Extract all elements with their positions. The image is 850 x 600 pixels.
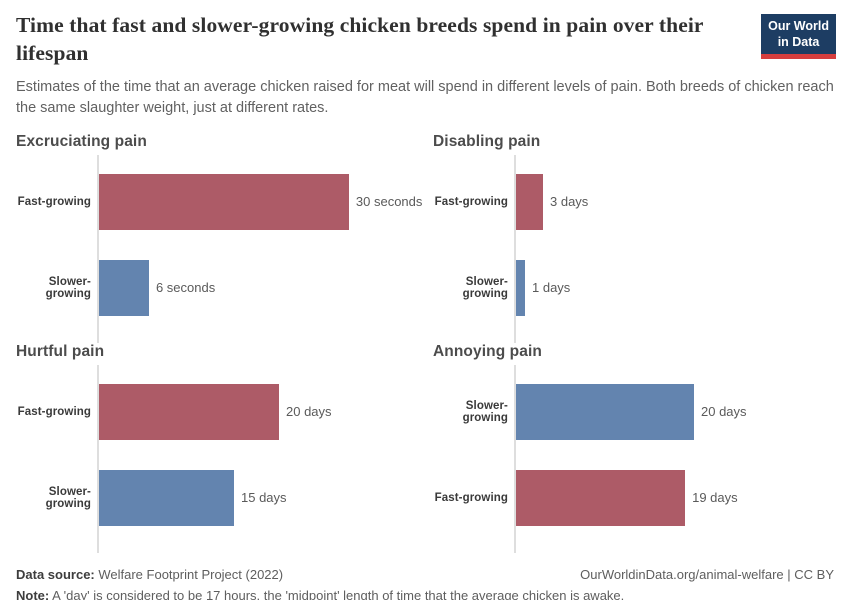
panel-title: Disabling pain: [433, 132, 541, 150]
value-label: 1 days: [532, 280, 571, 296]
panel-title: Annoying pain: [433, 342, 542, 360]
bar-fast-growing[interactable]: [516, 469, 686, 526]
bar-slower-growing[interactable]: [99, 469, 234, 526]
facet-grid: Excruciating pain Fast-growing 30 second…: [0, 119, 850, 553]
note-value: A 'day' is considered to be 17 hours, th…: [49, 587, 625, 600]
bar-row: Slower-growing 20 days: [433, 369, 850, 455]
category-label: Fast-growing: [17, 405, 91, 418]
bar-fast-growing[interactable]: [516, 173, 543, 230]
footer-source-line: Data source: Welfare Footprint Project (…: [16, 567, 834, 582]
chart-subtitle: Estimates of the time that an average ch…: [16, 78, 834, 116]
panel-plot: Fast-growing 30 seconds Slower-growing 6…: [16, 154, 433, 343]
category-label: Fast-growing: [17, 195, 91, 208]
data-source-text: Data source: Welfare Footprint Project (…: [16, 567, 283, 582]
bar-row: Fast-growing 19 days: [433, 455, 850, 541]
panel-plot: Fast-growing 3 days Slower-growing 1 day…: [433, 154, 850, 343]
bar-row: Slower-growing 15 days: [16, 455, 433, 541]
bar-row: Slower-growing 6 seconds: [16, 245, 433, 331]
bar-row: Fast-growing 30 seconds: [16, 159, 433, 245]
panel-hurtful-pain: Hurtful pain Fast-growing 20 days Slower…: [16, 335, 433, 553]
y-axis-line: [514, 154, 516, 343]
category-label: Slower-growing: [462, 275, 508, 300]
bar-row: Fast-growing 20 days: [16, 369, 433, 455]
bar-slower-growing[interactable]: [516, 383, 694, 440]
bar-fast-growing[interactable]: [99, 383, 279, 440]
owid-url-link[interactable]: OurWorldinData.org/animal-welfare | CC B…: [580, 566, 834, 582]
panel-title: Excruciating pain: [16, 132, 147, 150]
panel-excruciating-pain: Excruciating pain Fast-growing 30 second…: [16, 125, 433, 343]
category-label: Slower-growing: [45, 275, 91, 300]
category-label: Slower-growing: [45, 485, 91, 510]
value-label: 20 days: [286, 404, 332, 420]
bar-slower-growing[interactable]: [99, 259, 149, 316]
bar-row: Slower-growing 1 days: [433, 245, 850, 331]
value-label: 6 seconds: [155, 280, 216, 296]
data-source-label: Data source:: [16, 566, 95, 582]
panel-plot: Slower-growing 20 days Fast-growing 19 d…: [433, 364, 850, 553]
y-axis-line: [514, 364, 516, 553]
value-label: 20 days: [701, 404, 747, 420]
owid-logo-line1: Our World: [768, 19, 829, 33]
data-source-value: Welfare Footprint Project (2022): [94, 566, 284, 582]
category-label: Slower-growing: [462, 399, 508, 424]
value-label: 30 seconds: [355, 194, 423, 210]
category-label: Fast-growing: [434, 491, 508, 504]
value-label: 3 days: [550, 194, 589, 210]
value-label: 15 days: [241, 490, 287, 506]
y-axis-line: [97, 154, 99, 343]
note-label: Note:: [16, 587, 50, 600]
bar-slower-growing[interactable]: [516, 259, 525, 316]
category-label: Fast-growing: [434, 195, 508, 208]
panel-disabling-pain: Disabling pain Fast-growing 3 days Slowe…: [433, 125, 850, 343]
panel-title: Hurtful pain: [16, 342, 105, 360]
footer: Data source: Welfare Footprint Project (…: [0, 545, 850, 600]
header: Time that fast and slower-growing chicke…: [0, 0, 850, 119]
owid-logo-line2: in Data: [777, 34, 820, 49]
chart-title: Time that fast and slower-growing chicke…: [16, 13, 704, 65]
footer-note-line: Note: A 'day' is considered to be 17 hou…: [16, 588, 834, 600]
y-axis-line: [97, 364, 99, 553]
value-label: 19 days: [692, 490, 738, 506]
owid-logo[interactable]: Our World in Data: [761, 14, 836, 60]
panel-plot: Fast-growing 20 days Slower-growing 15 d…: [16, 364, 433, 553]
bar-row: Fast-growing 3 days: [433, 159, 850, 245]
panel-annoying-pain: Annoying pain Slower-growing 20 days Fas…: [433, 335, 850, 553]
bar-fast-growing[interactable]: [99, 173, 349, 230]
